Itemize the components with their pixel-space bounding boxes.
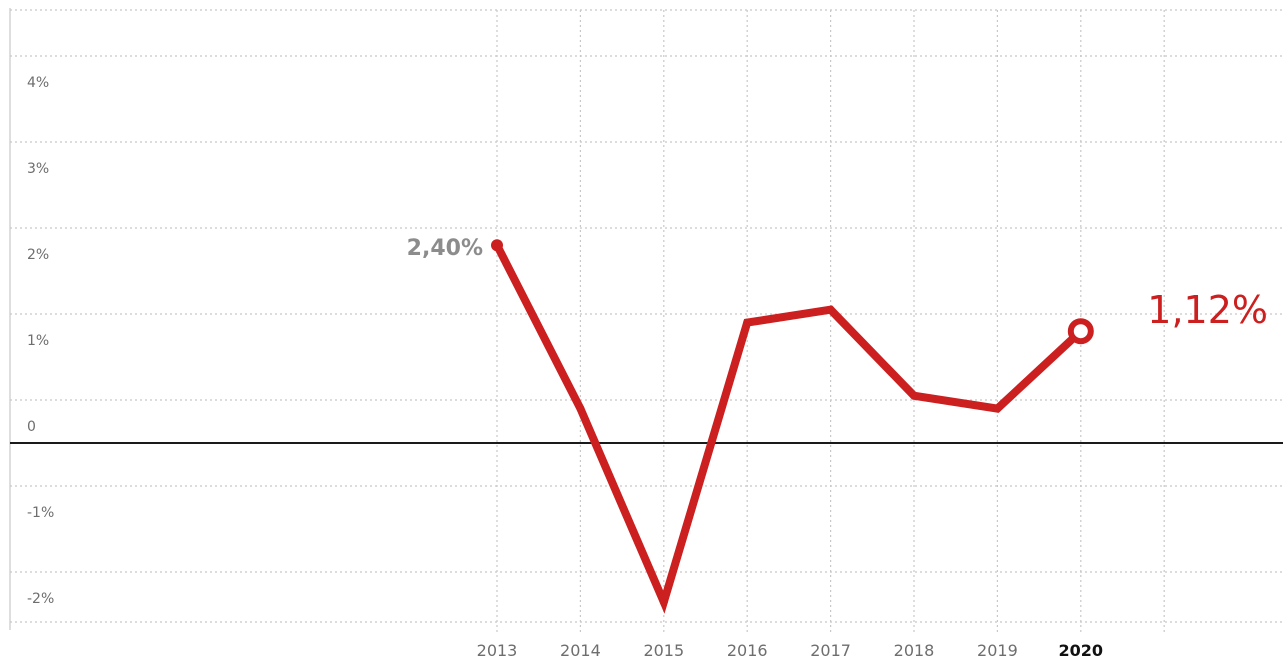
x-tick-label: 2014 xyxy=(560,641,601,660)
x-tick-label: 2018 xyxy=(894,641,935,660)
data-point xyxy=(743,318,752,327)
start-point-marker xyxy=(491,239,503,252)
start-value-label: 2,40% xyxy=(407,236,483,261)
annotations: 2,40% 1,12% xyxy=(407,236,1268,332)
y-axis-ticks: 4% 3% 2% 1% 0 -1% -2% xyxy=(27,75,54,607)
y-tick-label: 0 xyxy=(27,419,36,435)
data-point xyxy=(576,404,585,413)
data-point xyxy=(993,404,1002,413)
y-tick-label: 1% xyxy=(27,333,49,349)
series xyxy=(491,239,1094,614)
x-axis-ticks: 2013 2014 2015 2016 2017 2018 2019 2020 xyxy=(477,641,1103,660)
y-tick-label: 3% xyxy=(27,161,49,177)
data-point xyxy=(659,598,668,607)
y-tick-label: 2% xyxy=(27,247,49,263)
y-tick-label: -1% xyxy=(27,505,54,521)
data-point xyxy=(826,305,835,314)
x-tick-label: 2015 xyxy=(643,641,684,660)
x-tick-label: 2016 xyxy=(727,641,768,660)
y-tick-label: 4% xyxy=(27,75,49,91)
series-line xyxy=(493,241,1085,614)
end-point-marker xyxy=(1067,318,1094,345)
x-tick-label: 2013 xyxy=(477,641,518,660)
data-point xyxy=(910,391,918,400)
end-value-label: 1,12% xyxy=(1147,288,1268,332)
x-tick-label: 2019 xyxy=(977,641,1018,660)
x-tick-label: 2020 xyxy=(1059,641,1104,660)
y-tick-label: -2% xyxy=(27,591,54,607)
x-tick-label: 2017 xyxy=(810,641,851,660)
grid xyxy=(9,8,1283,632)
